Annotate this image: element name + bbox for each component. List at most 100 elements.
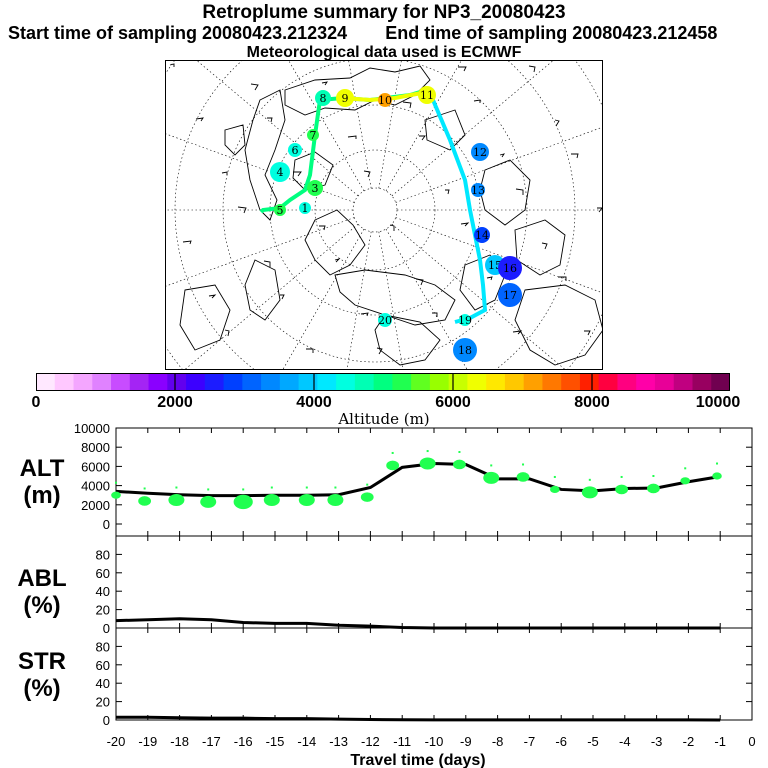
coast-detail: [250, 83, 259, 91]
x-tick-label: -11: [393, 734, 411, 749]
meridian: [165, 217, 355, 287]
landmass: [304, 209, 366, 276]
colorbar-tick-0: 0: [31, 394, 41, 411]
coast-detail: [195, 117, 204, 122]
colorbar-swatch: [429, 373, 450, 391]
altitude-cluster-minor: [684, 467, 687, 470]
colorbar-swatch: [542, 373, 562, 391]
x-tick-label: -10: [425, 734, 444, 749]
colorbar-swatch: [261, 373, 281, 391]
trajectory-point-8: 8: [315, 90, 331, 106]
colorbar-swatch: [317, 373, 337, 391]
landmass: [224, 124, 246, 156]
colorbar-frame: [36, 373, 730, 391]
altitude-cluster-minor: [652, 475, 655, 477]
coast-detail: [460, 222, 470, 227]
trajectory-point-marker: [274, 204, 286, 216]
landmass: [292, 151, 334, 191]
coast-detail: [415, 278, 424, 286]
coast-detail: [182, 240, 192, 245]
trajectory-point-9: 9: [336, 89, 354, 107]
y-tick-label: 0: [103, 517, 110, 532]
y-tick-label: 40: [96, 584, 110, 599]
coast-detail: [347, 135, 357, 139]
meridian: [195, 60, 359, 197]
landmass: [514, 284, 603, 366]
altitude-cluster-point: [483, 471, 500, 484]
altitude-colorbar: [36, 373, 730, 391]
altitude-cluster-point: [419, 457, 436, 470]
series-line-mean-altitude: [115, 462, 721, 498]
y-tick-label: 2000: [81, 498, 110, 513]
coast-detail: [541, 242, 548, 250]
x-tick-label: -6: [555, 734, 567, 749]
altitude-cluster-point: [680, 477, 691, 485]
altitude-cluster-point: [263, 494, 280, 506]
colorbar-swatch: [129, 373, 150, 391]
altitude-cluster-minor: [305, 486, 308, 489]
trajectory-point-label: 20: [378, 314, 392, 327]
trajectory-point-marker: [315, 90, 331, 106]
colorbar-swatch: [336, 373, 356, 391]
y-tick-label: 20: [96, 603, 110, 618]
trajectory-point-14: 14: [474, 227, 490, 243]
latitude-circle: [314, 149, 436, 271]
altitude-cluster-minor: [143, 487, 146, 490]
altitude-cluster-point: [298, 494, 315, 506]
trajectory-point-label: 16: [503, 262, 517, 275]
landmass: [424, 109, 466, 151]
trajectory-line-late: [431, 99, 488, 324]
altitude-cluster-minor: [391, 451, 394, 454]
trajectory-point-label: 7: [310, 129, 317, 142]
x-tick-label: -2: [683, 734, 695, 749]
colorbar-swatch: [654, 373, 675, 391]
x-tick-label: -12: [361, 734, 380, 749]
y-tick-label: 0: [103, 713, 110, 728]
coast-detail: [558, 276, 567, 281]
y-tick-label: 6000: [81, 459, 110, 474]
start-time-label: Start time of sampling 20080423.212324: [8, 23, 348, 43]
panel-frame: [115, 427, 753, 537]
altitude-cluster-point: [516, 472, 530, 482]
coast-detail: [486, 276, 493, 281]
colorbar-swatch: [54, 373, 75, 391]
coast-detail: [458, 66, 467, 72]
trajectory-point-7: 7: [307, 129, 319, 142]
timeseries-panels: 0 2000 4000 6000 8000 10000 0 20 40 60 80 0 20 40 60 80…: [74, 421, 756, 768]
trajectory-point-1: 1: [299, 202, 311, 215]
colorbar-swatch: [148, 373, 168, 391]
altitude-cluster-minor: [270, 486, 273, 489]
coast-detail: [515, 188, 524, 195]
trajectory-point-marker: [270, 162, 290, 182]
colorbar-swatch: [167, 373, 187, 391]
x-tick-label: -18: [170, 734, 189, 749]
trajectory-point-marker: [299, 202, 311, 214]
trajectory-point-3: 3: [307, 180, 323, 196]
trajectory-point-marker: [453, 338, 477, 362]
altitude-cluster-point: [581, 486, 598, 499]
panel-frame: [115, 535, 753, 629]
trajectory-point-label: 4: [277, 166, 284, 179]
altitude-cluster-minor: [458, 451, 461, 453]
coast-detail: [280, 294, 285, 300]
trajectory-point-18: 18: [453, 338, 477, 362]
trajectory-point-label: 6: [292, 144, 299, 157]
colorbar-swatch: [392, 373, 412, 391]
trajectory-point-marker: [471, 183, 485, 197]
coast-detail: [321, 81, 328, 86]
y-tick-label: 80: [96, 639, 110, 654]
series-line-ABL-fraction: [115, 617, 721, 630]
altitude-cluster-point: [615, 484, 629, 495]
landmass: [459, 254, 506, 311]
x-tick-label: -3: [651, 734, 663, 749]
trajectory-point-label: 8: [320, 92, 327, 105]
y-tick-label: 60: [96, 658, 110, 673]
coast-detail: [499, 153, 506, 158]
x-tick-label: -4: [619, 734, 631, 749]
trajectory-point-label: 13: [471, 184, 485, 197]
trajectory-point-label: 17: [503, 289, 517, 302]
colorbar-swatch: [36, 373, 56, 391]
trajectory-point-label: 18: [458, 344, 472, 357]
trajectory-point-marker: [307, 129, 319, 141]
coast-detail: [363, 170, 371, 178]
